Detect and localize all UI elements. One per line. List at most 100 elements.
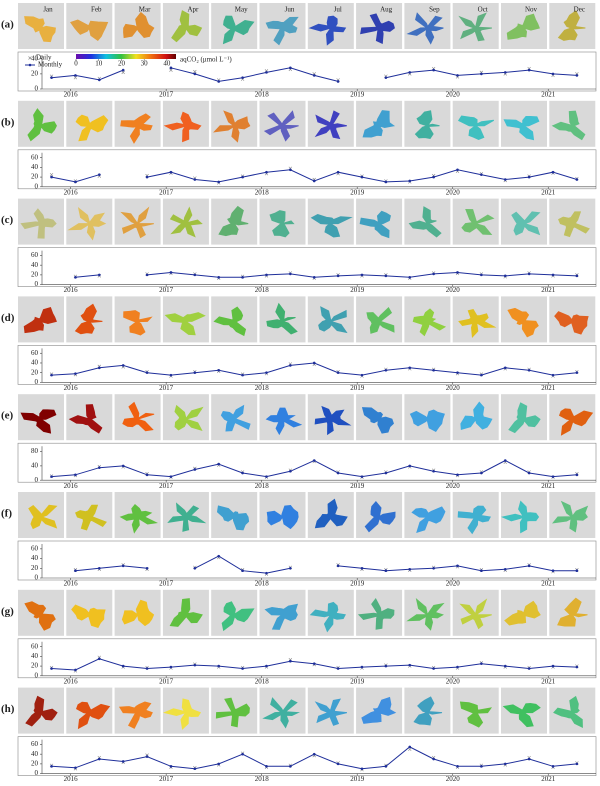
x-tick-label: 2017 [159,677,174,685]
colorbar-tick-label: 40 [163,60,171,68]
monthly-line [75,271,577,278]
map-shape [408,206,442,238]
y-tick-label: 60 [31,544,39,552]
map-shape [120,113,153,144]
monthly-point [289,765,292,768]
monthly-point [265,273,268,277]
colorbar-label: aqCO₂ (μmol L⁻¹) [180,56,232,64]
monthly-point [169,170,173,174]
daily-point [169,68,173,72]
panel-label: (f) [1,508,12,520]
panel-label: (a) [1,19,14,31]
monthly-point [575,569,579,573]
legend-marker [28,63,32,67]
y-tick-label: 0 [35,671,39,679]
map-shape [263,110,299,142]
map-shape [506,13,540,40]
map-shape [216,505,250,531]
monthly-point [193,178,197,181]
monthly-point [384,180,388,184]
monthly-point [98,657,101,661]
x-tick-label: 2017 [159,775,174,783]
monthly-point [360,373,364,377]
monthly-point [336,762,340,766]
monthly-point [360,175,364,179]
x-tick-label: 2016 [64,482,79,490]
x-tick-label: 2016 [64,91,79,99]
y-tick-label: 20 [31,662,39,670]
monthly-point [217,554,221,558]
monthly-point [121,760,125,763]
monthly-point [503,71,507,74]
monthly-point [169,271,173,274]
y-tick-label: 20 [31,173,39,181]
monthly-point [456,74,459,77]
monthly-point [217,462,221,466]
monthly-point [527,272,531,276]
chart-frame [17,638,597,679]
monthly-point [169,475,173,478]
monthly-point [456,168,459,172]
month-label: Oct [478,6,488,14]
map-shape [557,10,586,41]
map-shape [357,597,395,630]
map-shape [121,599,155,627]
chart-frame [17,345,597,385]
monthly-point [74,473,77,477]
monthly-point [241,76,244,79]
x-tick-label: 2019 [350,188,365,196]
monthly-point [551,170,555,174]
monthly-point [503,567,507,571]
monthly-point [551,664,555,668]
monthly-point [480,273,483,277]
monthly-point [241,569,244,573]
map-shape [361,696,397,724]
monthly-point [145,755,149,758]
map-shape [461,208,495,236]
map-shape [218,205,249,237]
map-shape [551,110,586,141]
map-shape [460,401,493,430]
colorbar-tick-label: 0 [74,60,78,68]
map-shape [174,404,204,432]
map-shape [164,312,206,336]
monthly-point [384,368,388,372]
map-shape [508,402,541,434]
monthly-point [98,466,101,469]
monthly-point [265,371,268,374]
map-shape [553,695,583,729]
monthly-point [312,179,316,183]
monthly-point [50,475,53,478]
y-tick-label: 0 [35,769,39,777]
panel-label: (c) [1,214,14,226]
map-shape [362,110,396,138]
x-tick-label: 2017 [159,91,174,99]
map-shape [215,697,250,728]
monthly-point [336,667,340,670]
monthly-point [193,273,197,277]
monthly-point [503,762,507,766]
map-shape [24,601,56,631]
monthly-point [98,366,101,370]
monthly-point [408,276,412,279]
monthly-point [480,569,483,573]
x-tick-label: 2016 [64,188,79,196]
month-label: Mar [139,6,151,14]
x-tick-label: 2016 [64,677,79,685]
monthly-point [98,566,101,570]
map-shape [557,597,588,627]
monthly-point [265,664,268,668]
monthly-point [217,664,221,668]
x-tick-label: 2020 [446,775,461,783]
map-shape [262,697,301,729]
month-label: Feb [91,6,102,14]
map-shape [171,10,203,43]
monthly-point [360,566,364,570]
map-shape [554,311,589,335]
map-shape [458,309,497,339]
map-shape [122,401,155,432]
monthly-point [289,66,292,70]
x-tick-label: 2019 [350,482,365,490]
map-shape [264,603,299,630]
x-tick-label: 2018 [255,775,270,783]
